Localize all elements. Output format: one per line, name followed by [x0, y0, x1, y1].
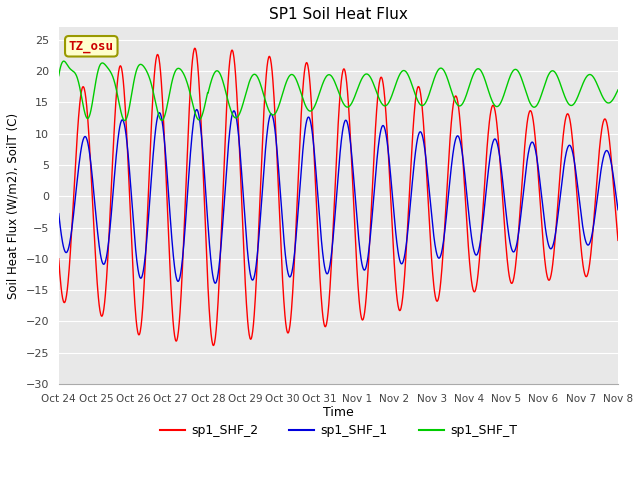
- sp1_SHF_1: [211, 280, 219, 286]
- sp1_SHF_1: [193, 107, 200, 112]
- sp1_SHF_2: [548, 264, 556, 270]
- sp1_SHF_T: [614, 87, 622, 93]
- sp1_SHF_T: [180, 72, 188, 77]
- Line: sp1_SHF_1: sp1_SHF_1: [59, 109, 618, 283]
- sp1_SHF_T: [166, 87, 174, 93]
- sp1_SHF_1: [55, 211, 63, 216]
- sp1_SHF_1: [426, 195, 434, 201]
- sp1_SHF_T: [121, 118, 129, 123]
- X-axis label: Time: Time: [323, 407, 354, 420]
- sp1_SHF_2: [243, 301, 250, 307]
- sp1_SHF_T: [548, 68, 556, 73]
- sp1_SHF_1: [179, 250, 187, 255]
- sp1_SHF_T: [60, 58, 68, 64]
- sp1_SHF_2: [166, 255, 173, 261]
- sp1_SHF_2: [179, 251, 187, 257]
- sp1_SHF_2: [191, 46, 198, 51]
- Line: sp1_SHF_2: sp1_SHF_2: [59, 48, 618, 346]
- sp1_SHF_T: [499, 95, 507, 100]
- sp1_SHF_1: [499, 181, 507, 187]
- sp1_SHF_2: [426, 229, 434, 235]
- sp1_SHF_T: [243, 88, 250, 94]
- sp1_SHF_2: [614, 238, 622, 243]
- sp1_SHF_1: [166, 204, 173, 210]
- Legend: sp1_SHF_2, sp1_SHF_1, sp1_SHF_T: sp1_SHF_2, sp1_SHF_1, sp1_SHF_T: [155, 419, 522, 442]
- Line: sp1_SHF_T: sp1_SHF_T: [59, 61, 618, 120]
- Title: SP1 Soil Heat Flux: SP1 Soil Heat Flux: [269, 7, 408, 22]
- sp1_SHF_1: [614, 207, 622, 213]
- Text: TZ_osu: TZ_osu: [68, 40, 114, 53]
- sp1_SHF_2: [209, 343, 217, 348]
- Y-axis label: Soil Heat Flux (W/m2), SoilT (C): Soil Heat Flux (W/m2), SoilT (C): [7, 113, 20, 299]
- sp1_SHF_T: [426, 89, 434, 95]
- sp1_SHF_1: [243, 236, 250, 242]
- sp1_SHF_2: [55, 256, 63, 262]
- sp1_SHF_1: [548, 244, 556, 250]
- sp1_SHF_T: [55, 73, 63, 79]
- sp1_SHF_2: [499, 202, 507, 207]
